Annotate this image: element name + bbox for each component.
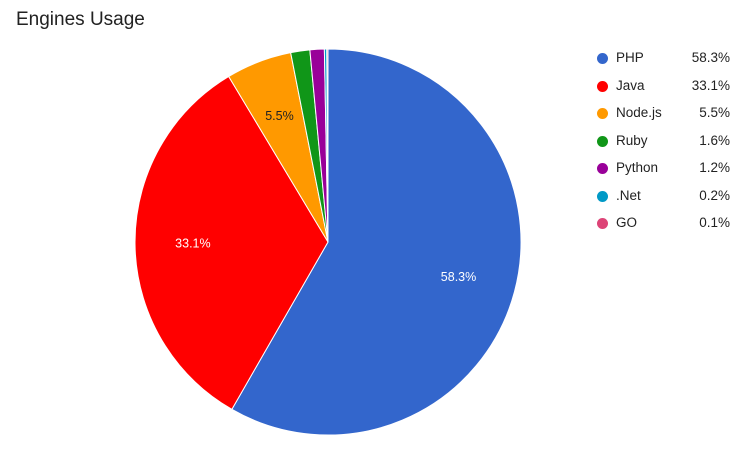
legend: PHP 58.3% Java 33.1% Node.js 5.5% Ruby 1.6% Pyth… xyxy=(594,49,744,242)
legend-item-node-js[interactable]: Node.js 5.5% xyxy=(594,104,744,132)
legend-label: Java xyxy=(616,77,645,93)
legend-label: Node.js xyxy=(616,105,662,120)
legend-item-php[interactable]: PHP 58.3% xyxy=(594,49,744,77)
legend-value: 1.2% xyxy=(699,160,730,175)
legend-item-net[interactable]: .Net 0.2% xyxy=(594,187,744,215)
legend-swatch-icon xyxy=(597,53,608,64)
legend-value: 33.1% xyxy=(691,77,730,93)
legend-label: PHP xyxy=(616,50,644,65)
legend-swatch-icon xyxy=(597,108,608,119)
legend-swatch-icon xyxy=(597,163,608,174)
slice-label-node-js: 5.5% xyxy=(265,109,294,123)
legend-item-go[interactable]: GO 0.1% xyxy=(594,214,744,242)
legend-swatch-icon xyxy=(597,80,608,92)
legend-swatch-icon xyxy=(597,218,608,229)
legend-value: 0.2% xyxy=(699,187,730,203)
slice-label-java: 33.1% xyxy=(175,236,210,250)
legend-item-ruby[interactable]: Ruby 1.6% xyxy=(594,132,744,160)
legend-item-python[interactable]: Python 1.2% xyxy=(594,159,744,187)
legend-value: 5.5% xyxy=(699,105,730,120)
legend-swatch-icon xyxy=(597,135,608,147)
legend-swatch-icon xyxy=(597,190,608,202)
legend-label: Python xyxy=(616,160,659,175)
pie-slice-go[interactable] xyxy=(326,48,329,243)
legend-item-java[interactable]: Java 33.1% xyxy=(594,77,744,105)
legend-label: Ruby xyxy=(616,132,648,148)
legend-label: .Net xyxy=(616,187,641,203)
legend-value: 1.6% xyxy=(699,132,730,148)
pie-slice-php[interactable] xyxy=(231,48,522,436)
legend-label: GO xyxy=(616,215,638,230)
pie-slice-java[interactable] xyxy=(134,75,329,411)
legend-value: 58.3% xyxy=(691,50,730,65)
chart-title: Engines Usage xyxy=(16,9,145,30)
slice-label-php: 58.3% xyxy=(441,270,476,284)
legend-value: 0.1% xyxy=(699,215,730,230)
